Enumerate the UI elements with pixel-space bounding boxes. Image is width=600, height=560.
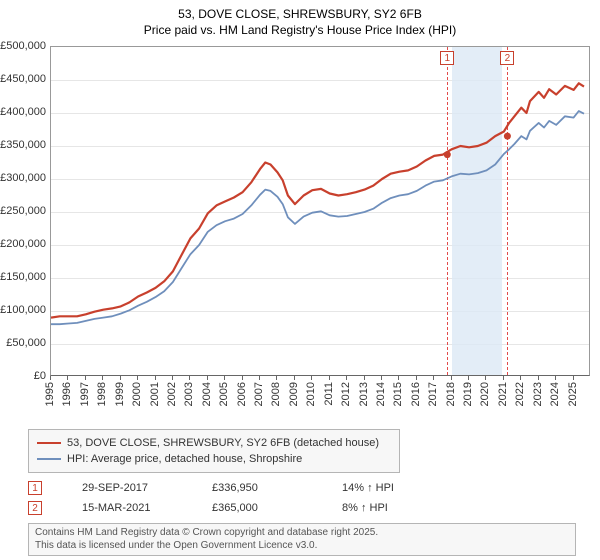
- x-tick-label: 2003: [183, 382, 195, 406]
- x-tick-label: 2015: [392, 382, 404, 406]
- x-tick-label: 2014: [375, 382, 387, 406]
- chart-title-line2: Price paid vs. HM Land Registry's House …: [0, 22, 600, 38]
- copyright-line1: Contains HM Land Registry data © Crown c…: [35, 527, 569, 540]
- x-tick-label: 2012: [340, 382, 352, 406]
- sale-price: £365,000: [212, 502, 342, 514]
- legend-swatch: [37, 442, 61, 444]
- x-tick-label: 2013: [358, 382, 370, 406]
- y-tick-label: £100,000: [0, 304, 46, 316]
- x-tick-label: 1996: [61, 382, 73, 406]
- copyright-line2: This data is licensed under the Open Gov…: [35, 540, 569, 553]
- legend-box: 53, DOVE CLOSE, SHREWSBURY, SY2 6FB (det…: [28, 429, 400, 473]
- x-tick-label: 2020: [479, 382, 491, 406]
- x-tick-label: 2024: [549, 382, 561, 406]
- plot-area: 12: [50, 46, 590, 376]
- x-tick-label: 2023: [532, 382, 544, 406]
- y-tick-label: £300,000: [0, 172, 46, 184]
- y-tick-label: £350,000: [0, 139, 46, 151]
- x-tick-label: 2007: [253, 382, 265, 406]
- sale-point-dot: [444, 151, 451, 158]
- chart-container: £0 £50,000 £100,000 £150,000 £200,000 £250,00…: [0, 38, 600, 418]
- sales-table: 1 29-SEP-2017 £336,950 14% ↑ HPI 2 15-MA…: [28, 478, 588, 518]
- legend-label: HPI: Average price, detached house, Shro…: [67, 453, 302, 465]
- x-tick-label: 2025: [567, 382, 579, 406]
- sale-price: £336,950: [212, 482, 342, 494]
- x-tick-label: 2001: [149, 382, 161, 406]
- line-chart-svg: [51, 47, 589, 375]
- x-tick-label: 2004: [201, 382, 213, 406]
- legend-swatch: [37, 458, 61, 460]
- series-line-hpi: [51, 111, 584, 324]
- x-tick-label: 2005: [218, 382, 230, 406]
- y-tick-label: £150,000: [0, 271, 46, 283]
- x-tick-label: 2002: [166, 382, 178, 406]
- x-tick-label: 1999: [114, 382, 126, 406]
- y-tick-label: £50,000: [6, 337, 46, 349]
- x-tick-label: 1995: [44, 382, 56, 406]
- legend-item: HPI: Average price, detached house, Shro…: [37, 451, 391, 467]
- y-axis-labels: £0£50,000£100,000£150,000£200,000£250,00…: [0, 46, 48, 376]
- x-tick-label: 2017: [427, 382, 439, 406]
- x-tick-label: 2018: [445, 382, 457, 406]
- sale-row: 1 29-SEP-2017 £336,950 14% ↑ HPI: [28, 478, 588, 498]
- x-tick-label: 2016: [410, 382, 422, 406]
- x-tick-label: 2019: [462, 382, 474, 406]
- x-tick-label: 1997: [79, 382, 91, 406]
- sale-marker-icon: 1: [28, 481, 42, 495]
- sale-point-dot: [504, 133, 511, 140]
- y-tick-label: £250,000: [0, 205, 46, 217]
- y-tick-label: £400,000: [0, 106, 46, 118]
- x-tick-label: 2011: [323, 382, 335, 406]
- y-tick-label: £450,000: [0, 73, 46, 85]
- y-tick-label: £500,000: [0, 40, 46, 52]
- x-axis-labels: 1995199619971998199920002001200220032004…: [50, 378, 590, 418]
- x-tick-label: 1998: [96, 382, 108, 406]
- x-tick-label: 2006: [236, 382, 248, 406]
- y-tick-label: £0: [34, 370, 46, 382]
- x-tick-label: 2009: [288, 382, 300, 406]
- y-tick-label: £200,000: [0, 238, 46, 250]
- sale-marker-icon: 2: [28, 501, 42, 515]
- legend-item: 53, DOVE CLOSE, SHREWSBURY, SY2 6FB (det…: [37, 435, 391, 451]
- legend-label: 53, DOVE CLOSE, SHREWSBURY, SY2 6FB (det…: [67, 437, 379, 449]
- sale-hpi-delta: 14% ↑ HPI: [342, 482, 588, 494]
- sale-date: 15-MAR-2021: [82, 502, 212, 514]
- x-tick-label: 2022: [514, 382, 526, 406]
- chart-title-line1: 53, DOVE CLOSE, SHREWSBURY, SY2 6FB: [0, 6, 600, 22]
- series-line-price_paid: [51, 84, 584, 318]
- sale-date: 29-SEP-2017: [82, 482, 212, 494]
- x-tick-label: 2010: [305, 382, 317, 406]
- sale-row: 2 15-MAR-2021 £365,000 8% ↑ HPI: [28, 498, 588, 518]
- x-tick-label: 2021: [497, 382, 509, 406]
- sale-hpi-delta: 8% ↑ HPI: [342, 502, 588, 514]
- chart-title: 53, DOVE CLOSE, SHREWSBURY, SY2 6FB Pric…: [0, 0, 600, 38]
- x-tick-label: 2008: [270, 382, 282, 406]
- x-tick-label: 2000: [131, 382, 143, 406]
- copyright-box: Contains HM Land Registry data © Crown c…: [28, 523, 576, 556]
